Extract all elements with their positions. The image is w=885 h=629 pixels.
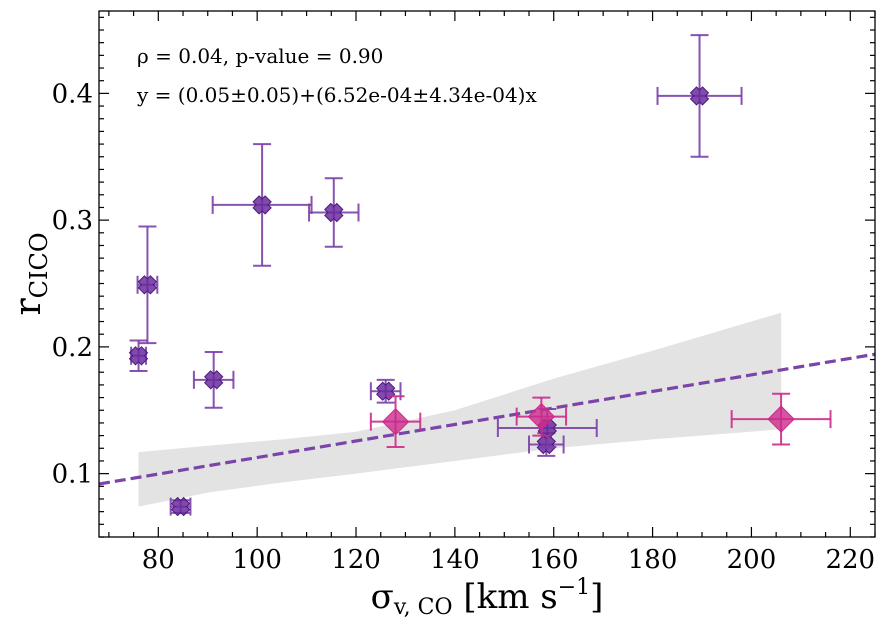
x-axis-title-unit: [km s (453, 577, 558, 617)
y-tick-label: 0.3 (52, 206, 93, 236)
cross-point-3 (169, 496, 192, 517)
x-tick-label: 120 (331, 545, 381, 575)
plot-frame (98, 10, 876, 538)
annotation-correlation: ρ = 0.04, p-value = 0.90 (137, 44, 383, 68)
diamond-marker (527, 402, 556, 431)
cross-marker (536, 434, 557, 455)
x-tick-label: 200 (727, 545, 777, 575)
cross-point-2 (136, 225, 159, 345)
tick-labels: 80 100 120 140 160 180 200 220 0.1 0.2 0.3 0.4 (52, 79, 875, 575)
y-axis-title: rCICO (8, 232, 53, 315)
annotation-fit-equation: y = (0.05±0.05)+(6.52e-04±4.34e-04)x (136, 83, 537, 107)
cross-marker (137, 275, 158, 295)
cross-point-5 (211, 143, 313, 267)
diamond-marker (381, 407, 410, 436)
diamond-point-1 (369, 395, 422, 449)
cross-marker (324, 202, 344, 223)
cross-point-4 (192, 350, 235, 409)
cross-point-10 (656, 34, 743, 158)
x-tick-label: 160 (529, 545, 579, 575)
diamond-marker (767, 405, 795, 433)
cross-marker (128, 346, 149, 366)
y-axis-title-sub: CICO (25, 232, 53, 298)
x-axis-title-main: σ (371, 577, 394, 617)
y-tick-label: 0.4 (52, 79, 93, 109)
x-tick-label: 220 (825, 545, 875, 575)
x-tick-label: 180 (628, 545, 678, 575)
diamond-point-3 (730, 392, 832, 446)
cross-marker (252, 195, 272, 215)
cross-point-6 (308, 177, 360, 248)
fit-line (99, 352, 875, 486)
x-axis-title-sub: v, CO (393, 595, 453, 620)
x-axis-title-end: ] (590, 577, 603, 617)
x-axis-title: σv, CO [km s−1] (371, 575, 604, 620)
axes (98, 10, 876, 538)
y-tick-label: 0.2 (52, 333, 93, 363)
x-tick-label: 80 (142, 545, 175, 575)
cross-marker (170, 496, 191, 517)
cross-marker (375, 381, 396, 401)
cross-marker (689, 86, 710, 106)
plot-area (99, 34, 875, 517)
x-tick-label: 100 (232, 545, 282, 575)
x-tick-label: 140 (430, 545, 480, 575)
diamond-point-2 (515, 396, 568, 437)
x-axis-title-sup: −1 (558, 575, 590, 600)
y-tick-label: 0.1 (52, 460, 93, 490)
cross-point-1 (128, 339, 149, 372)
y-axis-title-main: r (8, 298, 49, 316)
cross-marker (203, 370, 224, 390)
confidence-band (138, 312, 782, 507)
